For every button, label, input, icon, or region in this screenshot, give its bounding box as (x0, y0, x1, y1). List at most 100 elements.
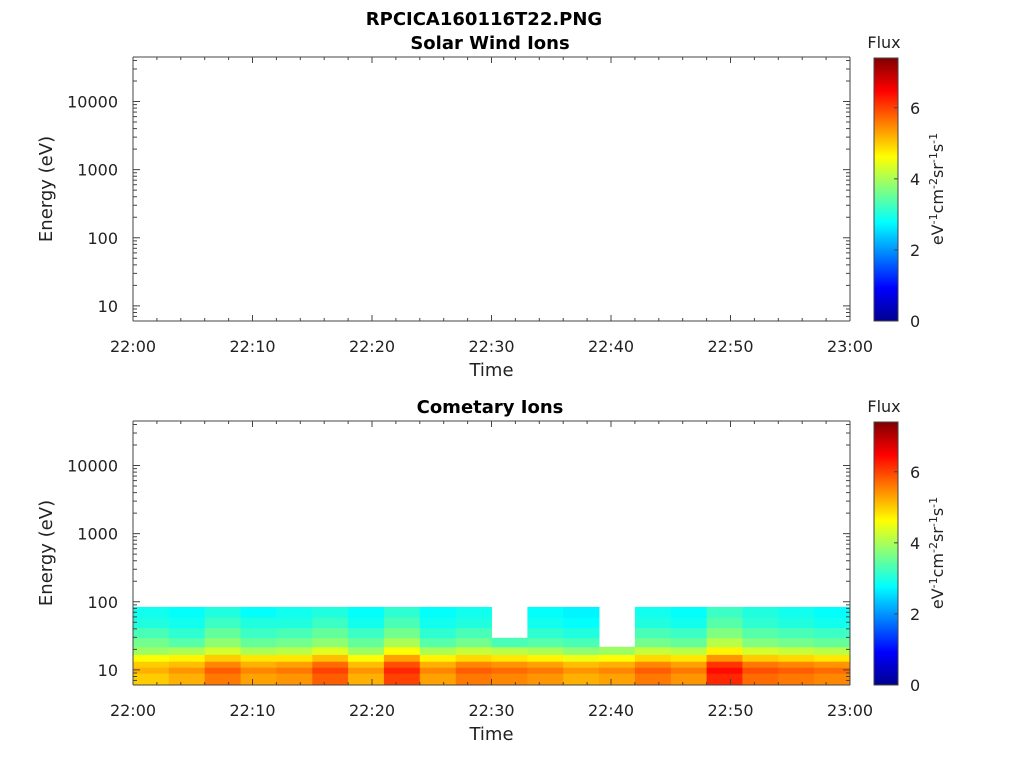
heatmap-cell (383, 606, 421, 618)
heatmap-cell (742, 661, 779, 668)
heatmap-cell (204, 637, 242, 648)
x-tick-label: 22:30 (468, 337, 514, 356)
heatmap-cell (634, 667, 672, 674)
heatmap-cell (670, 637, 708, 648)
heatmap-cell (168, 617, 206, 629)
colorbar-title: Flux (867, 397, 900, 416)
heatmap-cell (706, 654, 743, 662)
colorbar-tick-label: 2 (910, 241, 920, 260)
heatmap-cell (563, 646, 600, 655)
heatmap-cell (455, 661, 492, 668)
heatmap-cell (814, 606, 851, 618)
heatmap-cell (706, 617, 743, 629)
heatmap-cell (240, 661, 277, 668)
heatmap-cell (276, 646, 313, 655)
heatmap-cell (814, 673, 851, 686)
heatmap-cell (133, 667, 170, 674)
panel-title: Cometary Ions (417, 397, 564, 418)
heatmap-cell (778, 646, 815, 655)
heatmap-cell (383, 661, 421, 668)
heatmap-cell (348, 667, 385, 674)
heatmap-cell (527, 646, 564, 655)
heatmap-cell (491, 637, 528, 648)
heatmap-cell (742, 617, 779, 629)
heatmap-cell (133, 673, 170, 686)
heatmap-cell (634, 617, 672, 629)
heatmap-cell (383, 646, 421, 655)
heatmap-cell (491, 673, 528, 686)
heatmap-cell (455, 637, 492, 648)
heatmap-cell (312, 637, 349, 648)
y-axis-label: Energy (eV) (36, 136, 57, 242)
panel-title: Solar Wind Ions (410, 33, 569, 54)
heatmap-cell (778, 654, 815, 662)
heatmap-cell (527, 627, 564, 639)
panel-1: Solar Wind Ions 22:00 22:10 22:20 22:30 22:40… (36, 33, 947, 381)
heatmap-cell (455, 654, 492, 662)
x-tick-label: 22:20 (349, 337, 395, 356)
colorbar-title: Flux (867, 33, 900, 52)
heatmap-cell (383, 654, 421, 662)
heatmap-cell (634, 637, 672, 648)
heatmap-cell (706, 627, 743, 639)
heatmap-cell (814, 667, 851, 674)
heatmap-cell (814, 646, 851, 655)
y-tick-label: 1000 (77, 161, 118, 180)
y-axis-label: Energy (eV) (36, 500, 57, 606)
colorbar-tick-label: 0 (910, 312, 920, 331)
heatmap-cell (419, 654, 457, 662)
heatmap-cell (168, 673, 206, 686)
colorbar-tick-label: 2 (910, 605, 920, 624)
heatmap-cell (670, 646, 708, 655)
heatmap-cell (742, 673, 779, 686)
heatmap-cell (383, 637, 421, 648)
heatmap-cell (133, 617, 170, 629)
y-tick-label: 10000 (67, 93, 118, 112)
heatmap-cell (491, 646, 528, 655)
y-tick-label: 100 (87, 593, 118, 612)
heatmap-cell (419, 673, 457, 686)
heatmap-cell (634, 661, 672, 668)
heatmap-cell (204, 627, 242, 639)
x-tick-label: 22:10 (229, 337, 275, 356)
heatmap-cell (168, 667, 206, 674)
heatmap-cell (491, 654, 528, 662)
heatmap-cell (778, 617, 815, 629)
heatmap-cell (383, 667, 421, 674)
x-tick-label: 22:00 (110, 337, 156, 356)
heatmap-cell (168, 661, 206, 668)
heatmap-cell (670, 673, 708, 686)
heatmap-cell (168, 654, 206, 662)
heatmap-cell (527, 654, 564, 662)
x-tick-label: 22:50 (707, 337, 753, 356)
heatmap-cell (348, 654, 385, 662)
colorbar-tick-label: 0 (910, 676, 920, 695)
heatmap-cell (276, 617, 313, 629)
heatmap-cell (276, 654, 313, 662)
heatmap-cell (778, 627, 815, 639)
heatmap-cell (670, 606, 708, 618)
x-tick-label: 22:20 (349, 701, 395, 720)
heatmap-cell (527, 606, 564, 618)
heatmap-cell (599, 661, 636, 668)
colorbar-tick-label: 6 (910, 463, 920, 482)
heatmap-cell (383, 617, 421, 629)
heatmap-cell (742, 637, 779, 648)
heatmap-cell (348, 627, 385, 639)
heatmap-cell (419, 637, 457, 648)
heatmap-cell (455, 667, 492, 674)
heatmap-cell (312, 667, 349, 674)
heatmap-cell (491, 667, 528, 674)
heatmap-cell (204, 606, 242, 618)
heatmap-cell (563, 661, 600, 668)
heatmap-cell (527, 673, 564, 686)
heatmap-cell (778, 667, 815, 674)
heatmap-cell (348, 617, 385, 629)
heatmap-cells (133, 606, 851, 686)
heatmap-cell (706, 606, 743, 618)
x-tick-label: 22:00 (110, 701, 156, 720)
heatmap-cell (240, 654, 277, 662)
heatmap-cell (599, 667, 636, 674)
